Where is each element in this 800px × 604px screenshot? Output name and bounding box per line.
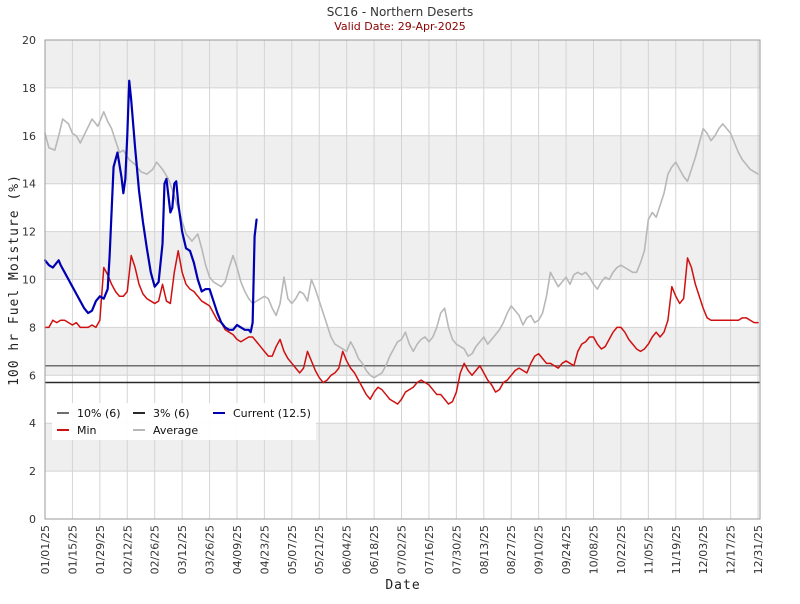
plot-band bbox=[45, 87, 760, 136]
y-tick-label: 20 bbox=[22, 34, 36, 47]
x-tick-label: 05/21/25 bbox=[313, 525, 326, 574]
series-line-average bbox=[44, 111, 759, 379]
x-tick-label: 04/23/25 bbox=[258, 525, 271, 574]
y-tick-label: 8 bbox=[29, 321, 36, 334]
y-tick-labels: 0 2 4 6 8 10 12 14 16 18 20 bbox=[22, 34, 36, 526]
x-axis-title: Date bbox=[385, 578, 420, 593]
series-line-min bbox=[44, 250, 759, 405]
x-tick-label: 06/18/25 bbox=[368, 525, 381, 574]
legend-label-current: Current (12.5) bbox=[233, 407, 311, 420]
x-tick-label: 02/12/25 bbox=[121, 525, 134, 574]
x-tick-label: 09/24/25 bbox=[560, 525, 573, 574]
x-tick-labels: 01/01/25 01/15/25 01/29/25 02/12/25 02/26/25… bbox=[39, 525, 765, 574]
x-tick-label: 11/05/25 bbox=[642, 525, 655, 574]
plot-band bbox=[45, 327, 760, 376]
x-tick-label: 07/30/25 bbox=[450, 525, 463, 574]
x-tick-label: 01/29/25 bbox=[94, 525, 107, 574]
x-tick-label: 12/17/25 bbox=[725, 525, 738, 574]
plot-band bbox=[45, 40, 760, 88]
x-tick-label: 10/08/25 bbox=[587, 525, 600, 574]
chart-title: SC16 - Northern Deserts bbox=[327, 5, 473, 19]
legend-label-average: Average bbox=[153, 424, 198, 437]
chart-subtitle: Valid Date: 29-Apr-2025 bbox=[334, 20, 466, 33]
x-tick-label: 05/07/25 bbox=[286, 525, 299, 574]
y-tick-label: 2 bbox=[29, 465, 36, 478]
x-tick-label: 04/09/25 bbox=[231, 525, 244, 574]
x-tick-label: 03/12/25 bbox=[176, 525, 189, 574]
x-tick-label: 09/10/25 bbox=[533, 525, 546, 574]
y-tick-label: 6 bbox=[29, 369, 36, 382]
y-tick-label: 4 bbox=[29, 417, 36, 430]
legend: 10% (6) 3% (6) Current (12.5) Min Average bbox=[52, 403, 316, 440]
series-lines bbox=[43, 79, 759, 405]
legend-label-ref3: 3% (6) bbox=[153, 407, 190, 420]
legend-label-ref10: 10% (6) bbox=[77, 407, 121, 420]
y-tick-label: 0 bbox=[29, 513, 36, 526]
x-tick-label: 08/27/25 bbox=[505, 525, 518, 574]
y-tick-label: 10 bbox=[22, 274, 36, 287]
series-line-current bbox=[43, 79, 258, 334]
x-tick-label: 02/26/25 bbox=[149, 525, 162, 574]
y-tick-label: 18 bbox=[22, 82, 36, 95]
plot-band bbox=[45, 135, 760, 184]
x-tick-label: 01/01/25 bbox=[39, 525, 52, 574]
x-tick-label: 11/19/25 bbox=[670, 525, 683, 574]
x-tick-label: 07/16/25 bbox=[423, 525, 436, 574]
x-tick-label: 08/13/25 bbox=[478, 525, 491, 574]
legend-label-min: Min bbox=[77, 424, 97, 437]
y-tick-label: 12 bbox=[22, 226, 36, 239]
x-tick-label: 06/04/25 bbox=[341, 525, 354, 574]
x-tick-label: 10/22/25 bbox=[615, 525, 628, 574]
x-tick-label: 01/15/25 bbox=[66, 525, 79, 574]
y-axis-title: 100 hr Fuel Moisture (%) bbox=[7, 174, 22, 386]
plot-band bbox=[45, 471, 760, 519]
x-tick-label: 07/02/25 bbox=[396, 525, 409, 574]
x-tick-label: 12/31/25 bbox=[752, 525, 765, 574]
x-tick-label: 03/26/25 bbox=[204, 525, 217, 574]
plot-band bbox=[45, 231, 760, 280]
x-tick-label: 12/03/25 bbox=[697, 525, 710, 574]
reference-lines bbox=[45, 364, 760, 384]
plot-bands bbox=[45, 40, 760, 519]
plot-band bbox=[45, 183, 760, 232]
plot-frame bbox=[44, 39, 761, 520]
legend-box bbox=[52, 403, 316, 440]
plot-band bbox=[45, 279, 760, 328]
y-tick-label: 14 bbox=[22, 178, 36, 191]
y-tick-label: 16 bbox=[22, 130, 36, 143]
